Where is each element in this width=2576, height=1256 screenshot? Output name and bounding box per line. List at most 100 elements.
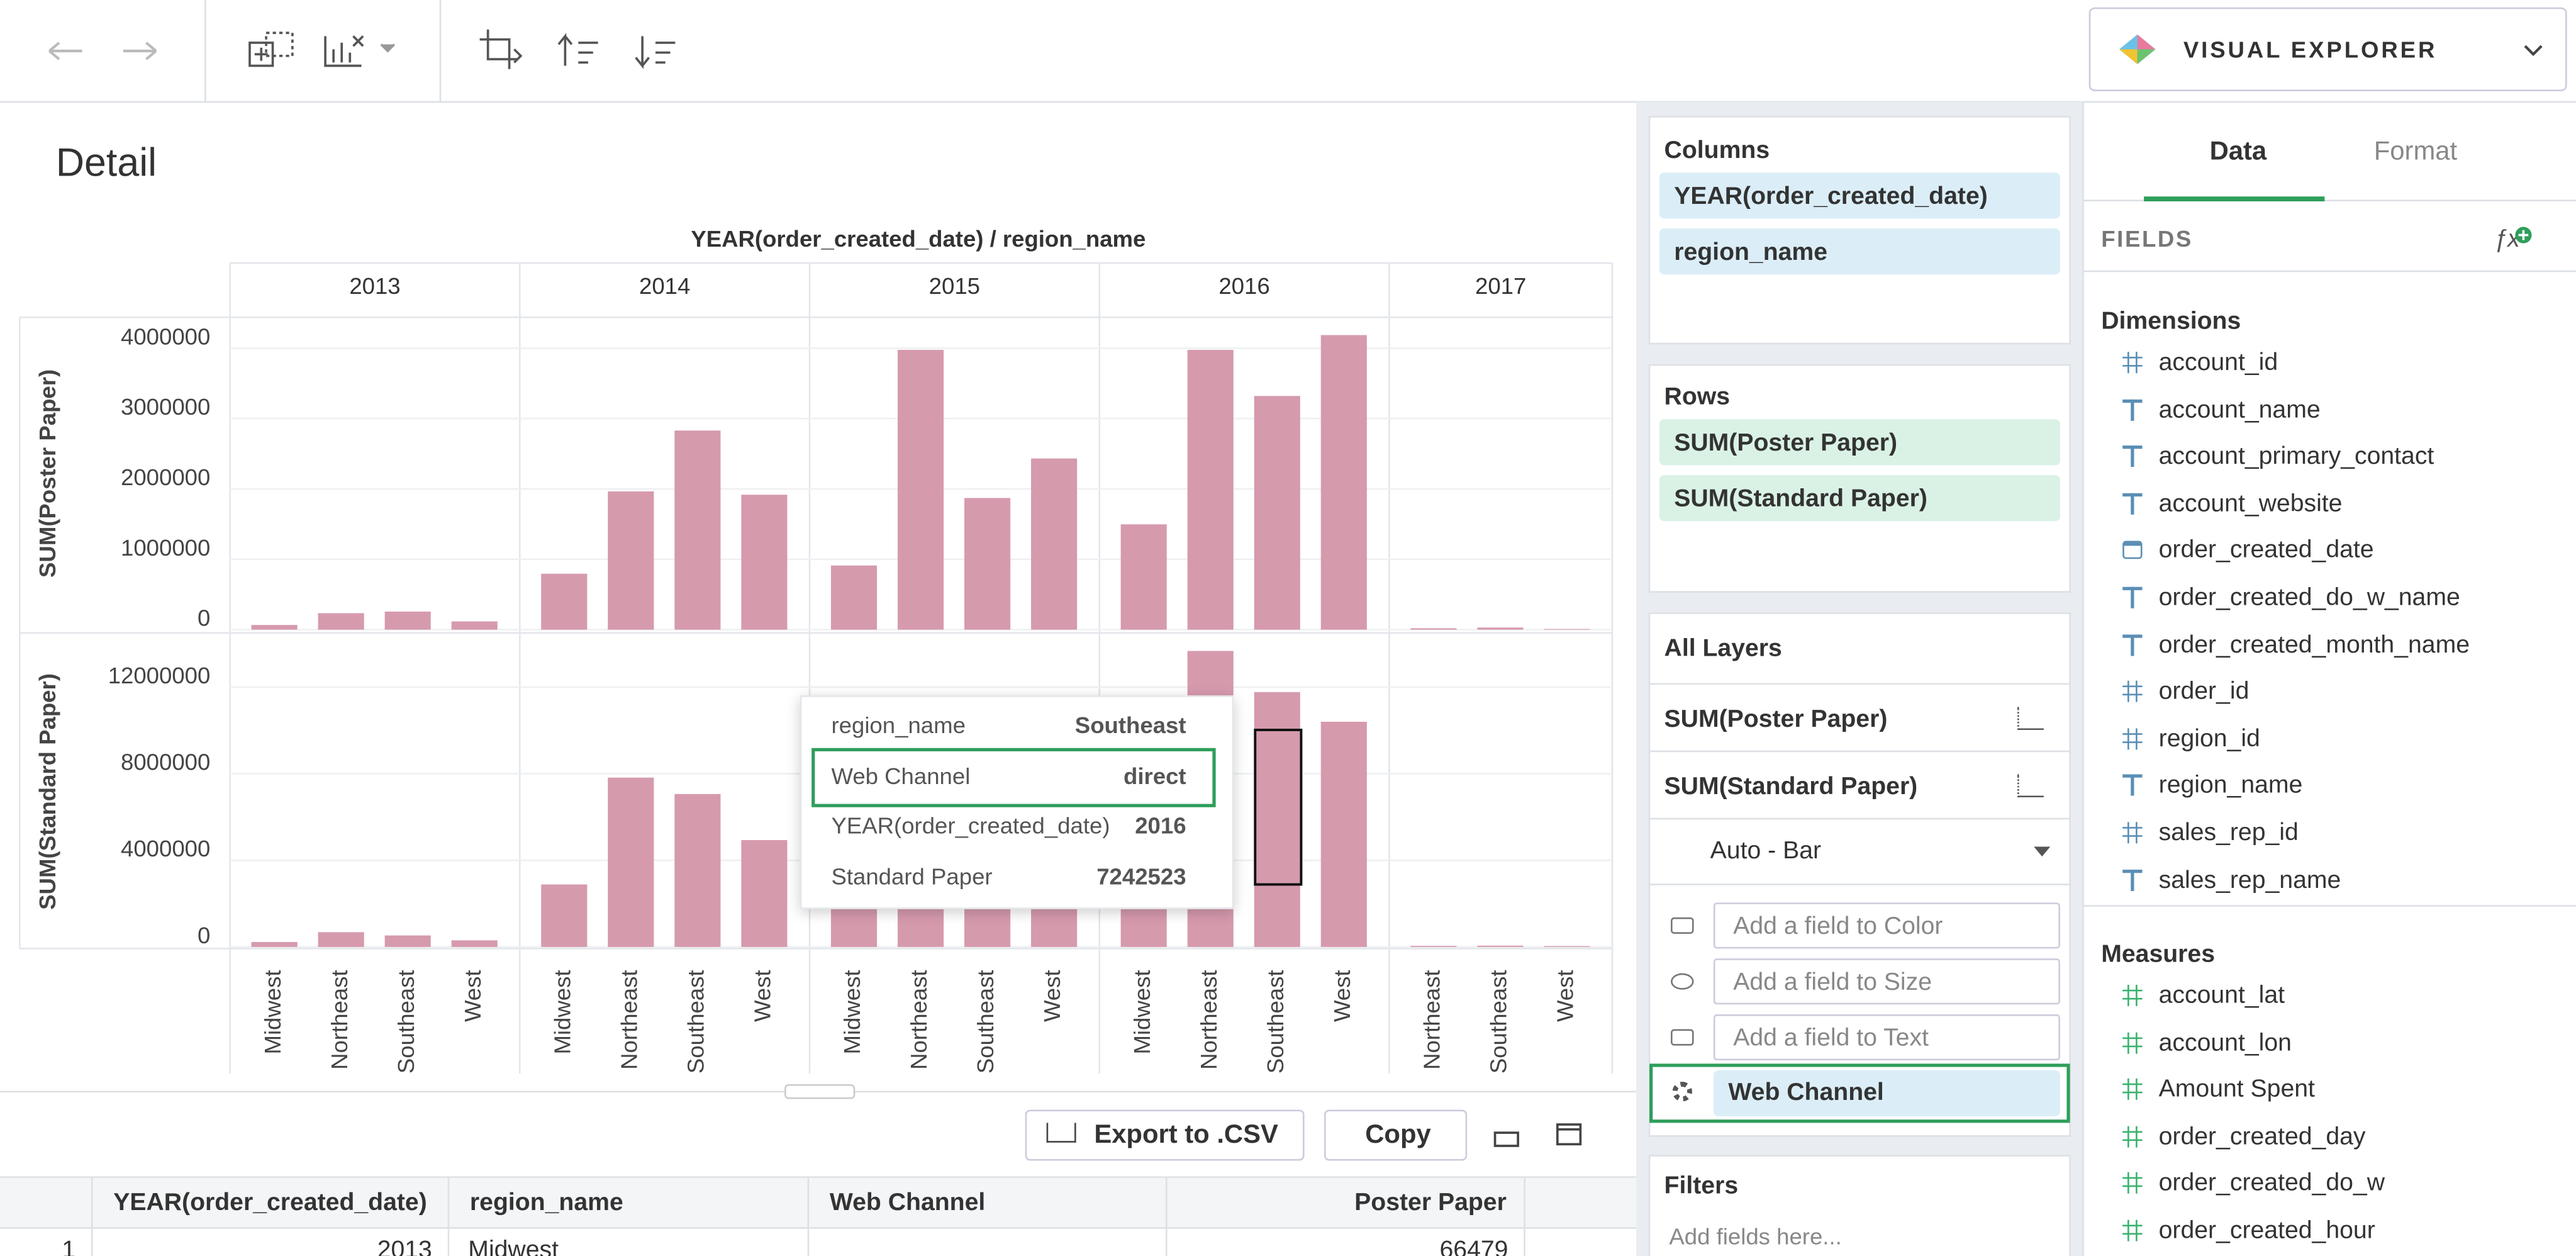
x-tick-label: Southeast [393, 970, 419, 1074]
filter-placeholder[interactable]: Add fields here... [1669, 1223, 1842, 1250]
y-tick-label: 0 [198, 605, 210, 631]
bar [830, 565, 878, 630]
field[interactable]: region_name [2158, 771, 2303, 800]
cell: 2013 [377, 1236, 432, 1256]
field[interactable]: account_lat [2158, 981, 2285, 1010]
bar [451, 940, 498, 947]
pill[interactable]: SUM(Poster Paper) [1659, 419, 2060, 466]
card [1648, 1155, 2071, 1256]
column-header[interactable]: Poster Paper [1354, 1188, 1507, 1217]
tooltip-highlight [811, 748, 1216, 807]
bar [1120, 524, 1167, 630]
action-button[interactable]: Copy [1324, 1109, 1468, 1161]
field[interactable]: account_website [2158, 490, 2343, 518]
field[interactable]: region_id [2158, 724, 2260, 753]
section-title: Dimensions [2101, 307, 2241, 335]
field[interactable]: order_created_month_name [2158, 631, 2470, 659]
encoding-slot[interactable]: Add a field to Color [1713, 902, 2060, 949]
field[interactable]: Amount Spent [2158, 1075, 2315, 1104]
encoding-slot[interactable]: Add a field to Text [1713, 1014, 2060, 1061]
layer-item[interactable]: SUM(Poster Paper) [1664, 705, 1888, 734]
panel-icons[interactable] [1493, 1123, 1582, 1147]
pill[interactable]: SUM(Standard Paper) [1659, 475, 2060, 522]
field-icon [2131, 869, 2134, 890]
field[interactable]: account_name [2158, 395, 2321, 423]
x-tick-label: Midwest [549, 970, 575, 1054]
field[interactable]: order_created_hour [2158, 1216, 2375, 1245]
mark-type[interactable]: Auto - Bar [1710, 836, 1822, 865]
bar [1254, 692, 1300, 947]
resize-handle[interactable] [784, 1084, 856, 1099]
product-name[interactable]: VISUAL EXPLORER [2183, 36, 2438, 63]
tab[interactable]: Format [2373, 138, 2458, 166]
bar [674, 793, 721, 947]
facet-label: 2017 [1475, 273, 1526, 299]
bar [1477, 945, 1524, 947]
tab[interactable]: Data [2209, 138, 2267, 166]
layer-icon [2017, 707, 2044, 730]
detail-pill[interactable]: Web Channel [1713, 1070, 2060, 1116]
field[interactable]: order_id [2158, 677, 2250, 706]
bar [1477, 627, 1524, 630]
field[interactable]: order_created_date [2158, 536, 2374, 565]
field-icon [2127, 822, 2138, 844]
tooltip-key: Web Channel [831, 763, 971, 790]
explorer-select[interactable] [2088, 7, 2567, 91]
field[interactable]: sales_rep_name [2158, 865, 2341, 894]
y-tick-label: 12000000 [108, 663, 211, 688]
field-icon [2122, 356, 2143, 367]
bar [1410, 946, 1457, 947]
table-header-bg [0, 1177, 1637, 1228]
field[interactable]: sales_rep_id [2158, 819, 2299, 847]
layer-item[interactable]: SUM(Standard Paper) [1664, 772, 1918, 801]
y-tick-label: 4000000 [121, 323, 210, 349]
field[interactable]: account_lon [2158, 1028, 2292, 1057]
bar [1254, 396, 1300, 630]
field[interactable]: order_created_do_w_name [2158, 583, 2460, 612]
column-header[interactable]: region_name [469, 1188, 623, 1217]
tooltip-key: region_name [831, 712, 966, 739]
detail-icon [1672, 1082, 1692, 1102]
x-tick-label: Midwest [260, 970, 286, 1054]
field[interactable]: order_created_do_w [2158, 1169, 2385, 1197]
pill[interactable]: region_name [1659, 228, 2060, 275]
bar [1410, 628, 1457, 630]
field[interactable]: order_created_day [2158, 1122, 2366, 1151]
nav-icons[interactable] [48, 42, 157, 60]
fx-icon[interactable]: ƒx [2494, 225, 2532, 253]
field-icon [2127, 727, 2138, 749]
field-icon [2122, 1036, 2143, 1047]
field[interactable]: account_primary_contact [2158, 442, 2434, 471]
field-icon [2127, 984, 2138, 1006]
fields-title: FIELDS [2101, 225, 2193, 252]
x-tick-label: Southeast [1263, 970, 1288, 1074]
tool-icons[interactable] [248, 30, 676, 69]
y-axis-label: SUM(Standard Paper) [35, 673, 60, 910]
mark-caret [2034, 846, 2051, 857]
x-tick-label: West [1553, 970, 1578, 1022]
x-tick-label: Midwest [1129, 970, 1155, 1054]
tooltip-key: YEAR(order_created_date) [831, 812, 1110, 839]
bar [674, 430, 721, 630]
chevron[interactable] [2524, 45, 2543, 57]
bar [1320, 335, 1367, 630]
x-tick-label: Northeast [326, 970, 352, 1069]
tooltip-value: Southeast [1074, 712, 1186, 739]
pill[interactable]: YEAR(order_created_date) [1659, 172, 2060, 219]
bar [318, 932, 364, 947]
bar [1187, 349, 1234, 630]
facet-label: 2013 [349, 273, 400, 299]
tooltip-value: 7242523 [1096, 863, 1186, 890]
field-icon [2127, 681, 2138, 703]
column-header[interactable]: Web Channel [829, 1188, 986, 1217]
encoding-slot[interactable]: Add a field to Size [1713, 958, 2060, 1005]
field[interactable]: account_id [2158, 348, 2278, 377]
cell: Midwest [468, 1236, 559, 1256]
column-header[interactable]: YEAR(order_created_date) [113, 1188, 427, 1217]
field-icon [2122, 989, 2143, 1000]
bar [251, 625, 298, 630]
facet-label: 2014 [639, 273, 690, 299]
field-icon [2122, 1225, 2143, 1235]
action-button[interactable]: Export to .CSV [1025, 1109, 1305, 1161]
